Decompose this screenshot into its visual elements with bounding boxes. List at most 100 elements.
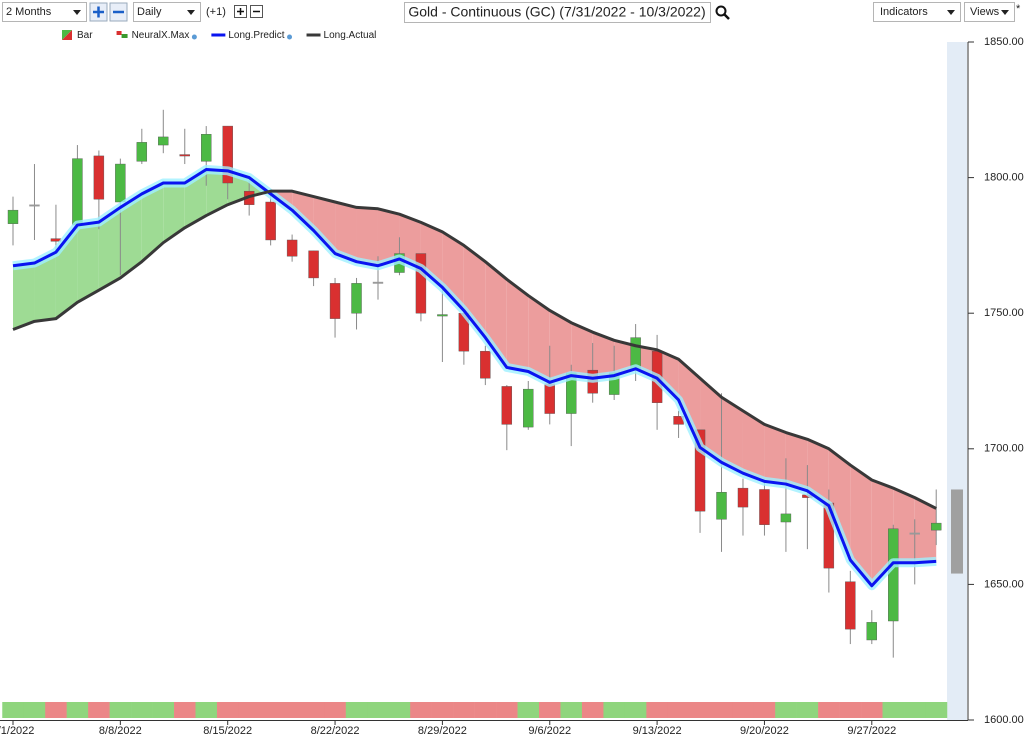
legend-icon xyxy=(62,30,72,40)
candle-body xyxy=(716,491,727,520)
band-fill xyxy=(141,183,164,262)
dropdown-arrow xyxy=(187,10,195,15)
signal-segment xyxy=(753,702,776,718)
signal-segment xyxy=(66,702,89,718)
signal-segment xyxy=(539,702,561,718)
signal-segment xyxy=(861,702,883,718)
candle-body xyxy=(888,528,899,622)
band-fill xyxy=(700,378,722,463)
band-fill xyxy=(13,263,35,330)
indicators-text: Indicators xyxy=(880,6,928,18)
y-tick-label: 1800.00 xyxy=(984,172,1024,184)
candle-body xyxy=(93,155,105,200)
candle-body xyxy=(179,154,190,157)
candle-body xyxy=(351,283,362,314)
band-fill xyxy=(377,208,400,266)
signal-segment xyxy=(646,702,669,718)
band-fill xyxy=(506,279,529,372)
signal-segment xyxy=(88,702,110,718)
signal-segment xyxy=(195,702,218,718)
indicators-select[interactable] xyxy=(873,2,961,22)
candle-body xyxy=(523,388,534,428)
band-fill xyxy=(34,252,56,322)
line-series xyxy=(12,167,937,588)
candle-body xyxy=(7,209,19,224)
legend-label: NeuralX.Max xyxy=(132,30,190,41)
legend-item: Long.Actual xyxy=(306,30,376,41)
signal-segment xyxy=(925,702,948,718)
signal-segment xyxy=(324,702,347,718)
signal-segment xyxy=(839,702,862,718)
band-fill xyxy=(313,196,336,254)
toolbar: 2 Months Daily (+1) Gold - Continuous (G… xyxy=(2,2,1021,23)
candle-body xyxy=(931,522,942,531)
signal-segment xyxy=(259,702,282,718)
plus-icon xyxy=(237,8,244,15)
band-fill xyxy=(571,322,593,379)
signal-segment xyxy=(388,702,411,718)
candle-body xyxy=(866,622,877,641)
band-fill xyxy=(828,448,851,560)
signal-segment xyxy=(581,702,604,718)
signal-segment xyxy=(345,702,368,718)
candle-body xyxy=(201,134,212,162)
candle-body xyxy=(737,487,749,508)
band-fill xyxy=(528,295,550,383)
candle-body xyxy=(115,163,126,203)
signal-segment xyxy=(152,702,175,718)
candle-body xyxy=(29,204,40,207)
period-select[interactable] xyxy=(2,2,87,22)
signal-segment xyxy=(689,702,712,718)
interval-text: Daily xyxy=(137,6,162,18)
candle-body xyxy=(265,201,276,241)
chart-title: Gold - Continuous (GC) (7/31/2022 - 10/3… xyxy=(408,4,705,20)
signal-segment xyxy=(2,702,27,718)
dropdown-arrow xyxy=(73,10,81,15)
band-fill xyxy=(721,397,743,474)
dropdown-arrow xyxy=(1001,10,1009,15)
band-fill xyxy=(356,207,378,266)
legend-icon xyxy=(121,34,128,38)
signal-segment xyxy=(710,702,733,718)
candle-body xyxy=(480,350,491,379)
candle-body xyxy=(72,158,83,226)
signal-segment xyxy=(667,702,690,718)
candle-body xyxy=(437,314,448,317)
legend-label: Long.Predict xyxy=(228,30,284,41)
legend-info-dot xyxy=(287,34,293,40)
signal-segment xyxy=(818,702,840,718)
band-fill xyxy=(850,465,872,586)
signal-segment xyxy=(496,702,518,718)
candle-body xyxy=(286,239,298,257)
search-icon[interactable] xyxy=(715,5,730,20)
interval-select[interactable] xyxy=(133,2,201,22)
x-tick-label: 8/8/2022 xyxy=(99,725,142,737)
signal-segment xyxy=(367,702,390,718)
period-text: 2 Months xyxy=(6,6,52,18)
line-series xyxy=(12,189,937,510)
symbol-box[interactable] xyxy=(404,2,711,23)
signal-segment xyxy=(431,702,454,718)
signal-segment xyxy=(603,702,626,718)
legend-item: Long.Predict xyxy=(211,30,293,41)
signal-segment xyxy=(109,702,132,718)
views-select[interactable] xyxy=(964,2,1015,22)
band-fill xyxy=(914,497,937,563)
band-fill xyxy=(77,222,99,303)
views-text: Views xyxy=(970,6,1000,18)
signal-segment xyxy=(216,702,239,718)
legend-icon xyxy=(116,31,122,35)
x-tick-label: 8/29/2022 xyxy=(418,725,467,737)
legend-item: Bar xyxy=(62,30,93,41)
signal-segment xyxy=(302,702,325,718)
signal-segment xyxy=(732,702,755,718)
signal-segment xyxy=(560,702,583,718)
band-fill xyxy=(335,202,357,262)
signal-segment xyxy=(281,702,304,718)
candle-body xyxy=(909,532,920,535)
band-fill xyxy=(206,169,228,216)
candle-body xyxy=(308,250,319,279)
band-fill xyxy=(399,214,421,269)
y-tick-label: 1700.00 xyxy=(984,443,1024,455)
